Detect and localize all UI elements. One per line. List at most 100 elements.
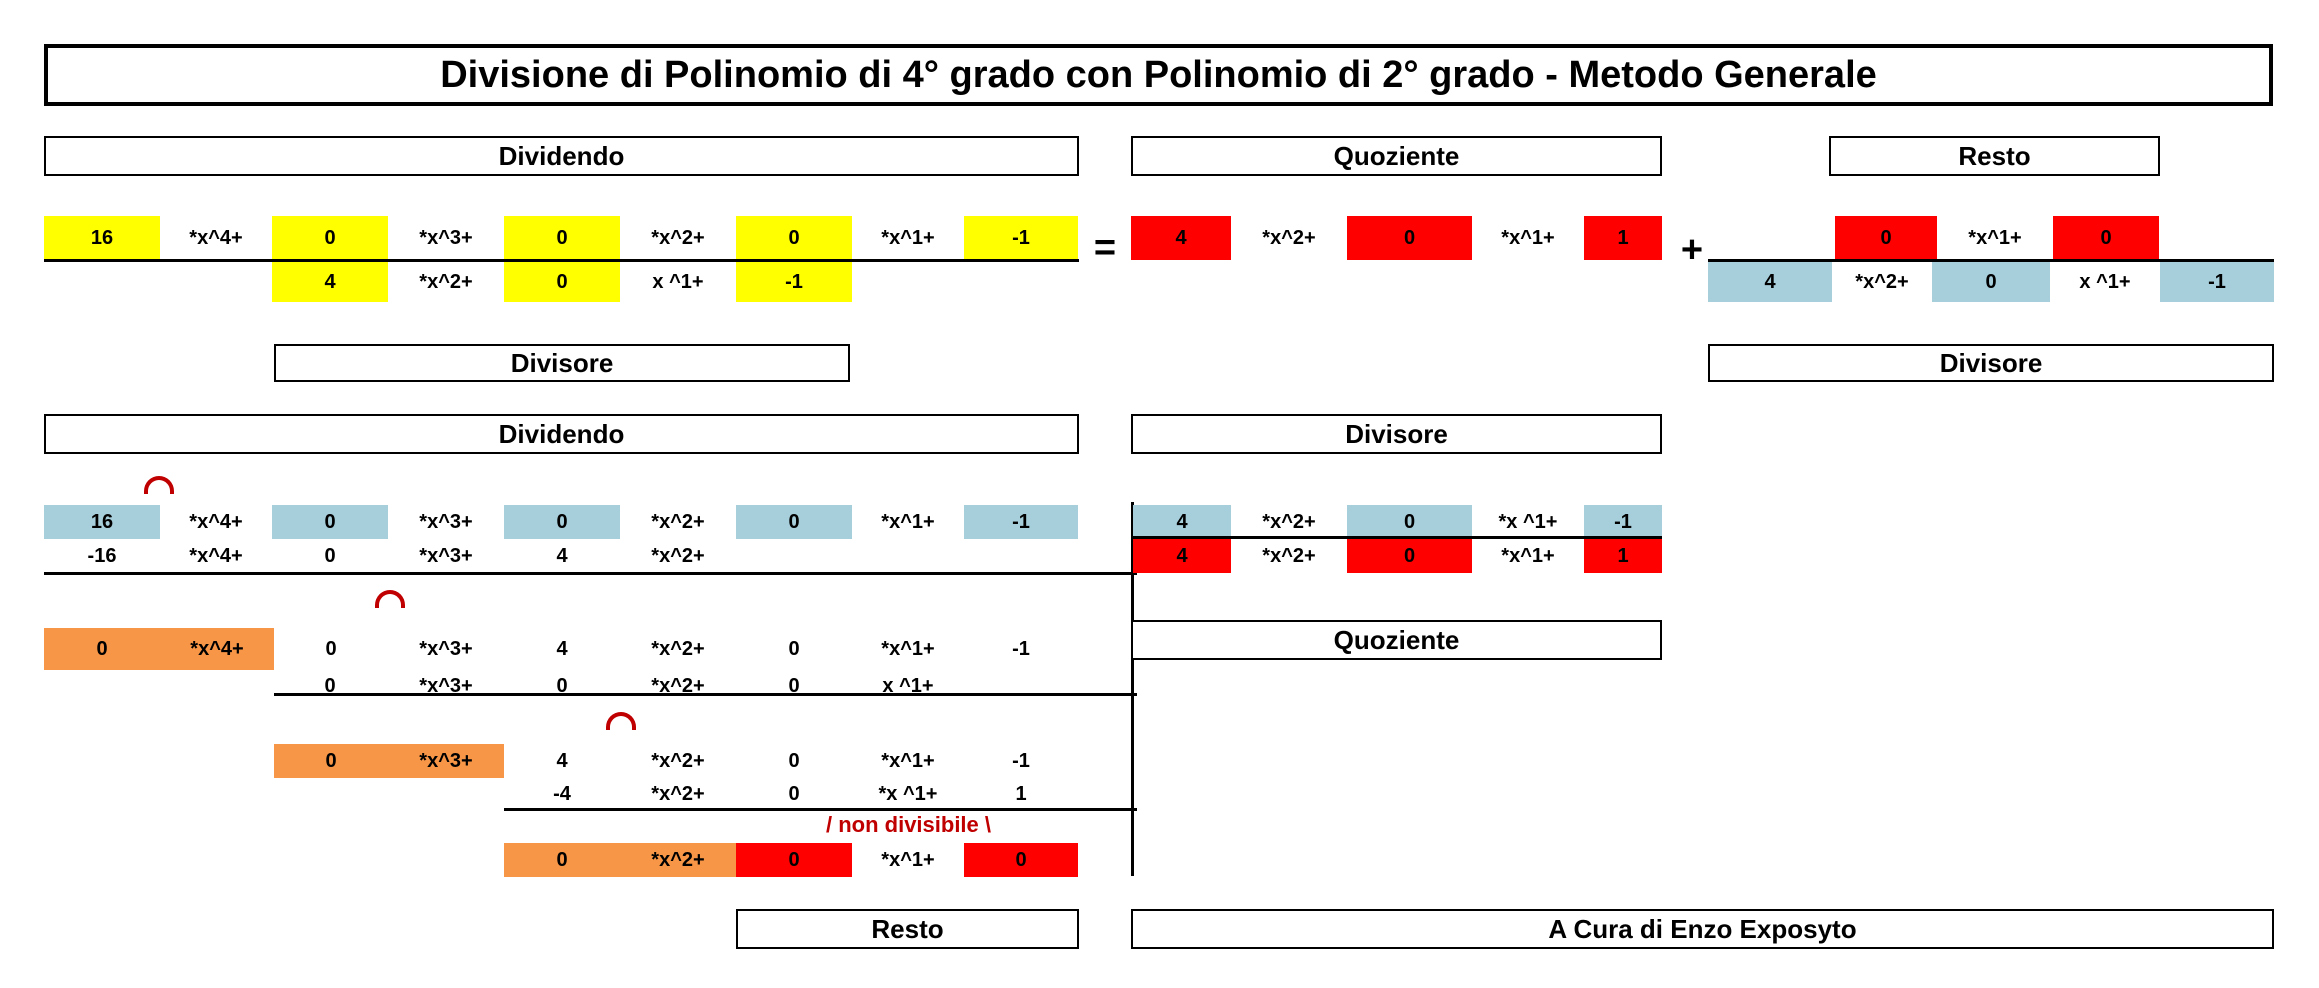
term-x1: x ^1+ (2079, 270, 2131, 293)
subtraction-line-2 (274, 693, 1137, 696)
term-x1: *x^1+ (881, 848, 935, 871)
term-x3: *x^3+ (419, 637, 473, 660)
term-x1: *x^1+ (881, 637, 935, 660)
term-x1: *x^1+ (881, 510, 935, 533)
term-x4: *x^4+ (189, 510, 243, 533)
dividend-coef-x0: -1 (964, 216, 1078, 260)
remainder-coef-x0: 0 (2053, 216, 2159, 260)
long-dividend-header: Dividendo (44, 414, 1079, 454)
long-coef: 0 (324, 544, 336, 567)
remainder-divisor-coef-x1: 0 (1932, 262, 2050, 302)
remainder-divisor-coef-x2: 4 (1708, 262, 1832, 302)
remainder-coef-x1: 0 (736, 843, 852, 877)
dividend-header: Dividendo (44, 136, 1079, 176)
term-x1: *x^1+ (1501, 226, 1555, 249)
long-coef: 0 (504, 843, 620, 877)
long-divisor-coef: -1 (1584, 505, 1662, 539)
long-coef: 0 (736, 505, 852, 539)
quotient-header: Quoziente (1131, 136, 1662, 176)
division-vertical-line (1131, 502, 1134, 876)
term-x1: *x^1+ (1968, 226, 2022, 249)
term-x3: *x^3+ (419, 510, 473, 533)
long-coef: -4 (553, 782, 571, 805)
remainder-divisor-header: Divisore (1708, 344, 2274, 382)
term-x1: x ^1+ (652, 270, 704, 293)
subtraction-line-1 (44, 572, 1137, 575)
long-coef: 0 (325, 637, 337, 660)
long-coef: 0 (556, 674, 568, 697)
remainder-coef-x1: 0 (1835, 216, 1937, 260)
long-quotient-coef: 0 (1347, 539, 1472, 573)
long-coef: 0 (788, 637, 800, 660)
term-x3: *x^3+ (419, 544, 473, 567)
term-x2: *x^2+ (651, 782, 705, 805)
step-cap-3 (606, 712, 636, 730)
divisor-quotient-line (1133, 536, 1662, 539)
divisor-coef-x1: 0 (504, 262, 620, 302)
term-x1: *x ^1+ (878, 782, 938, 805)
long-remainder-header: Resto (736, 909, 1079, 949)
term-x2: *x^2+ (1262, 226, 1316, 249)
divisor-coef-x0: -1 (736, 262, 852, 302)
long-coef: 0 (44, 628, 160, 670)
long-coef: 0 (325, 749, 337, 772)
remainder-coef-x0: 0 (964, 843, 1078, 877)
term-x4: *x^4+ (189, 226, 243, 249)
term-x2: *x^2+ (651, 637, 705, 660)
long-coef: -1 (964, 505, 1078, 539)
term-x2: *x^2+ (651, 674, 705, 697)
dividend-coef-x2: 0 (504, 216, 620, 260)
term-x2: *x^2+ (1262, 510, 1316, 533)
long-coef: 1 (1015, 782, 1027, 805)
subtraction-line-3 (504, 808, 1137, 811)
long-coef: 0 (788, 674, 800, 697)
remainder-fraction-line (1708, 259, 2274, 262)
term-x4: *x^4+ (189, 544, 243, 567)
quotient-coef-x0: 1 (1584, 216, 1662, 260)
term-x2: *x^2+ (651, 749, 705, 772)
not-divisible-note: / non divisibile \ (825, 812, 992, 837)
dividend-coef-x3: 0 (272, 216, 388, 260)
step-cap-1 (144, 476, 174, 494)
long-coef: 0 (788, 749, 800, 772)
term-x2: *x^2+ (1262, 544, 1316, 567)
quotient-coef-x1: 0 (1347, 216, 1472, 260)
long-quotient-coef: 1 (1584, 539, 1662, 573)
term-x3: *x^3+ (419, 226, 473, 249)
long-coef: -16 (87, 544, 117, 567)
long-coef: 0 (504, 505, 620, 539)
term-x1: x ^1+ (882, 674, 934, 697)
divisor-header: Divisore (274, 344, 850, 382)
term-x3: *x^3+ (419, 674, 473, 697)
long-divisor-header: Divisore (1131, 414, 1662, 454)
term-x3: *x^3+ (419, 749, 473, 772)
quotient-coef-x2: 4 (1131, 216, 1231, 260)
term-x2: *x^2+ (419, 270, 473, 293)
term-x2: *x^2+ (651, 544, 705, 567)
term-x2: *x^2+ (651, 510, 705, 533)
long-coef: 4 (556, 749, 568, 772)
long-divisor-coef: 4 (1133, 505, 1231, 539)
equals-sign: = (1093, 226, 1117, 269)
long-coef: -1 (1012, 749, 1030, 772)
long-coef: 16 (44, 505, 160, 539)
long-coef: -1 (1012, 637, 1030, 660)
long-divisor-coef: 0 (1347, 505, 1472, 539)
term-x2: *x^2+ (620, 843, 736, 877)
dividend-coef-x1: 0 (736, 216, 852, 260)
long-quotient-header: Quoziente (1131, 620, 1662, 660)
dividend-coef-x4: 16 (44, 216, 160, 260)
divisor-coef-x2: 4 (272, 262, 388, 302)
long-quotient-coef: 4 (1133, 539, 1231, 573)
term-x1: *x^1+ (881, 226, 935, 249)
long-coef: 0 (272, 505, 388, 539)
long-coef: 0 (324, 674, 336, 697)
row5-highlight (274, 744, 504, 778)
remainder-header: Resto (1829, 136, 2160, 176)
term-x2: *x^2+ (651, 226, 705, 249)
term-x1: *x^1+ (881, 749, 935, 772)
long-coef: 0 (788, 782, 800, 805)
long-coef: 4 (556, 637, 568, 660)
dividend-divider-line (44, 259, 1079, 262)
plus-sign: + (1680, 228, 1704, 271)
